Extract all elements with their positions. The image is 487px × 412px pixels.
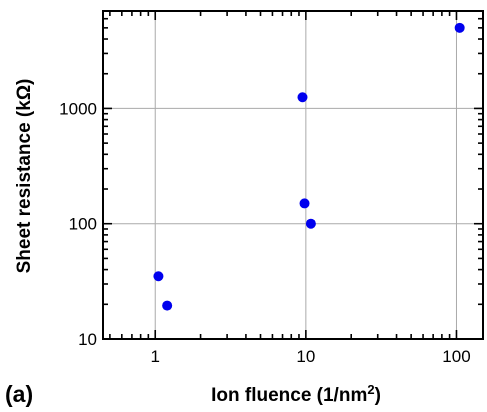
y-axis-title: Sheet resistance (kΩ) [14,79,35,274]
data-point [454,22,465,33]
grid-lines [103,11,483,340]
x-tick-labels: 1 10 100 [150,347,470,366]
x-axis-title-main: Ion fluence (1/nm [211,385,367,406]
plot-frame [102,10,484,340]
x-tick-label: 10 [296,347,315,366]
data-point [299,198,310,209]
x-axis-title-end: ) [375,385,381,406]
x-tick-label: 1 [150,347,159,366]
data-point [162,300,173,311]
y-tick-label: 10 [78,330,97,349]
y-tick-label: 100 [69,215,97,234]
data-point [153,271,164,282]
y-tick-labels: 10 100 1000 [59,99,97,349]
panel-label: (a) [5,381,33,407]
data-point [297,92,308,103]
x-tick-label: 100 [442,347,470,366]
axis-ticks [103,10,483,340]
y-tick-label: 1000 [59,99,97,118]
x-axis-title-sup: 2 [367,382,374,397]
x-axis-title: Ion fluence (1/nm2) [211,382,381,406]
data-points [153,22,465,311]
data-point [305,218,316,229]
